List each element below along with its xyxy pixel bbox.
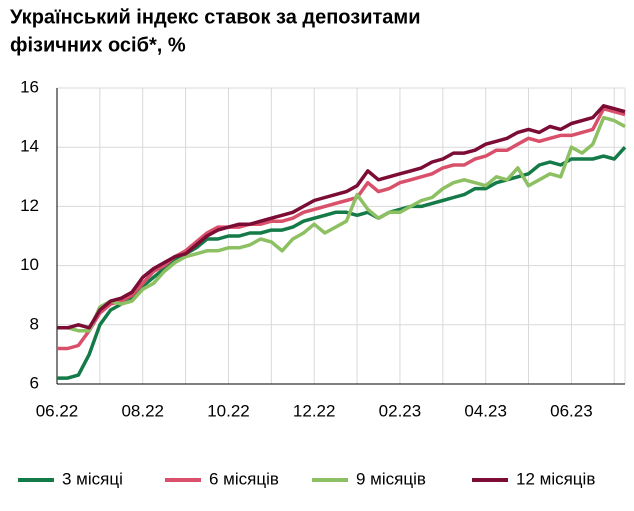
chart-title: Український індекс ставок за депозитами [10,6,421,28]
x-tick-label: 02.23 [379,401,422,420]
y-tick-label: 14 [20,137,39,156]
x-tick-label: 04.23 [464,401,507,420]
y-tick-label: 16 [20,77,39,96]
y-tick-label: 12 [20,196,39,215]
y-tick-label: 8 [30,314,39,333]
series-line [57,106,626,351]
x-tick-label: 06.23 [550,401,593,420]
x-tick-label: 06.22 [36,401,79,420]
y-tick-label: 6 [30,373,39,392]
x-tick-label: 10.22 [207,401,250,420]
series-line [57,115,626,333]
x-tick-label: 12.22 [293,401,336,420]
legend-label: 9 місяців [356,469,426,488]
y-tick-label: 10 [20,255,39,274]
legend-label: 12 місяців [516,469,595,488]
legend-label: 6 місяців [209,469,279,488]
series-line [57,104,626,330]
legend-label: 3 місяці [62,469,123,488]
chart-title: фізичних осіб*, % [10,34,186,56]
x-tick-label: 08.22 [121,401,164,420]
series-line [57,146,627,380]
